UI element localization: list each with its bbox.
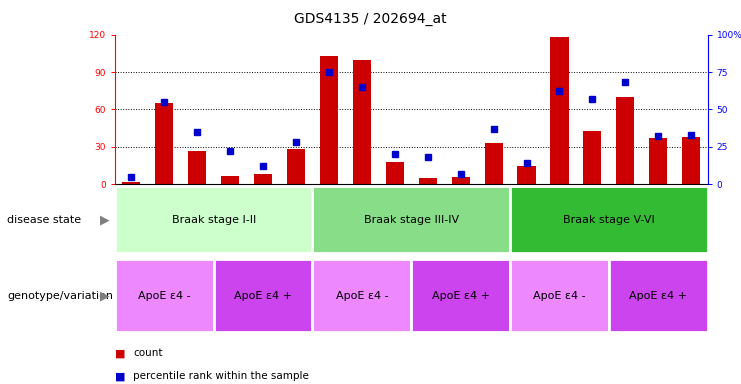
- Bar: [221, 175, 239, 184]
- Bar: [411, 259, 510, 332]
- Text: count: count: [133, 348, 163, 358]
- Bar: [353, 60, 371, 184]
- Bar: [609, 259, 708, 332]
- Bar: [320, 56, 338, 184]
- Text: ■: ■: [115, 371, 125, 381]
- Bar: [510, 186, 708, 253]
- Text: ApoE ε4 -: ApoE ε4 -: [138, 291, 190, 301]
- Text: ApoE ε4 +: ApoE ε4 +: [234, 291, 292, 301]
- Bar: [254, 174, 272, 184]
- Bar: [583, 131, 602, 184]
- Text: ApoE ε4 -: ApoE ε4 -: [336, 291, 388, 301]
- Text: Braak stage V-VI: Braak stage V-VI: [563, 215, 655, 225]
- Text: genotype/variation: genotype/variation: [7, 291, 113, 301]
- Bar: [510, 259, 609, 332]
- Bar: [213, 259, 313, 332]
- Text: ■: ■: [115, 348, 125, 358]
- Text: percentile rank within the sample: percentile rank within the sample: [133, 371, 309, 381]
- Bar: [551, 37, 568, 184]
- Text: ApoE ε4 +: ApoE ε4 +: [629, 291, 687, 301]
- Bar: [386, 162, 404, 184]
- Bar: [451, 177, 470, 184]
- Bar: [287, 149, 305, 184]
- Text: GDS4135 / 202694_at: GDS4135 / 202694_at: [294, 12, 447, 25]
- Bar: [617, 97, 634, 184]
- Bar: [115, 259, 213, 332]
- Text: Braak stage I-II: Braak stage I-II: [171, 215, 256, 225]
- Text: Braak stage III-IV: Braak stage III-IV: [364, 215, 459, 225]
- Text: ApoE ε4 -: ApoE ε4 -: [533, 291, 586, 301]
- Bar: [115, 186, 313, 253]
- Bar: [122, 182, 140, 184]
- Bar: [517, 166, 536, 184]
- Bar: [313, 259, 411, 332]
- Bar: [313, 186, 510, 253]
- Text: ▶: ▶: [100, 289, 110, 302]
- Bar: [485, 143, 502, 184]
- Text: ApoE ε4 +: ApoE ε4 +: [432, 291, 490, 301]
- Bar: [188, 151, 206, 184]
- Text: ▶: ▶: [100, 214, 110, 226]
- Bar: [419, 178, 436, 184]
- Text: disease state: disease state: [7, 215, 82, 225]
- Bar: [682, 137, 700, 184]
- Bar: [155, 103, 173, 184]
- Bar: [649, 138, 668, 184]
